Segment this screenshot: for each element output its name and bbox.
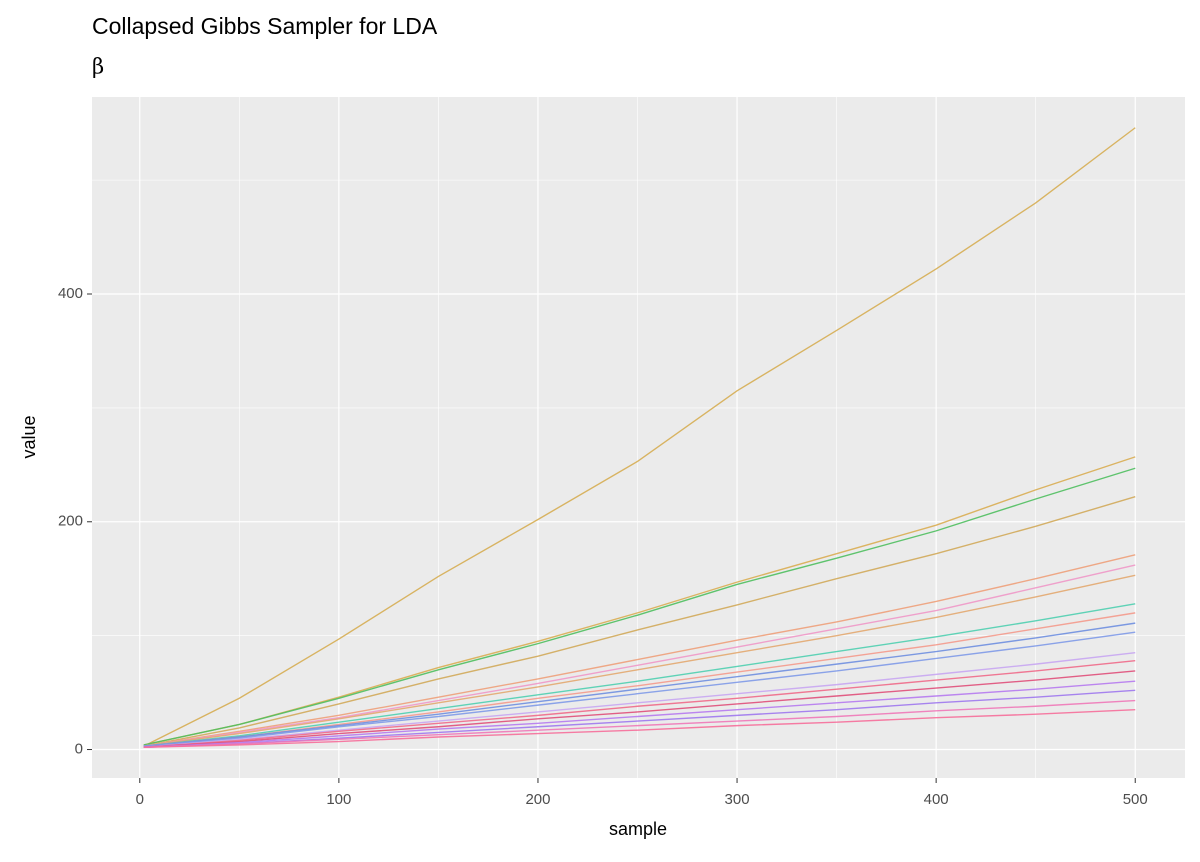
series-line (143, 631, 1136, 747)
series-line (143, 670, 1136, 748)
series-line (143, 612, 1136, 747)
series-line (143, 127, 1136, 747)
series-line (143, 496, 1136, 747)
x-tick-label: 500 (1123, 791, 1148, 808)
series-line (143, 622, 1136, 747)
y-axis-label: value (19, 415, 39, 458)
x-tick-label: 300 (725, 791, 750, 808)
x-tick-label: 0 (136, 791, 144, 808)
panel (92, 97, 1185, 778)
chart-title: Collapsed Gibbs Sampler for LDA (92, 13, 438, 39)
y-tick-label: 200 (58, 513, 83, 530)
series-line (143, 456, 1136, 746)
series-line (143, 574, 1136, 747)
y-tick-label: 0 (75, 740, 83, 757)
x-tick-label: 200 (525, 791, 550, 808)
series-line (143, 689, 1136, 748)
x-tick-label: 400 (924, 791, 949, 808)
x-tick-label: 100 (326, 791, 351, 808)
x-axis-label: sample (609, 819, 667, 839)
series-line (143, 467, 1136, 746)
series-line (143, 554, 1136, 747)
series-line (143, 603, 1136, 747)
series-line (143, 660, 1136, 748)
series-line (143, 652, 1136, 748)
series-line (143, 680, 1136, 748)
series-line (143, 699, 1136, 748)
series-line (143, 708, 1136, 748)
series-line (143, 564, 1136, 747)
chart-subtitle: β (92, 55, 104, 79)
y-tick-label: 400 (58, 285, 83, 302)
